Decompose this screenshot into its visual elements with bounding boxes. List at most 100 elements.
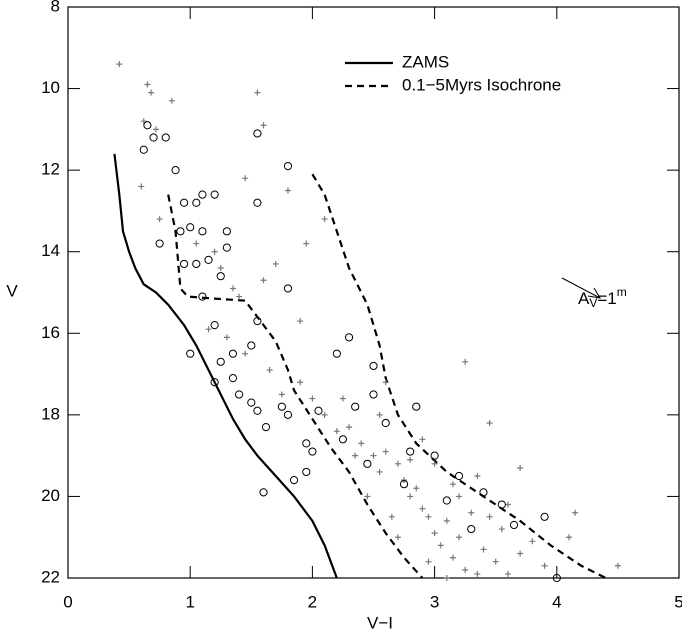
x-tick-label: 0 [63, 592, 72, 611]
member-point [228, 374, 238, 383]
member-point [210, 190, 219, 199]
star-point [303, 240, 310, 247]
member-point [216, 357, 225, 366]
star-point [431, 530, 438, 537]
member-point [222, 227, 231, 236]
member-point [247, 341, 256, 350]
member-point [344, 333, 354, 342]
star-point [140, 118, 147, 125]
star-point [376, 411, 383, 418]
member-point [253, 129, 262, 138]
member-point [234, 390, 244, 399]
star-point [419, 505, 426, 512]
extinction-label: AV=1m [578, 285, 627, 310]
star-point [486, 513, 493, 520]
star-point [205, 326, 212, 333]
member-point [198, 292, 207, 301]
star-point [376, 468, 383, 475]
extinction-arrow [561, 277, 601, 299]
star-point [486, 420, 493, 427]
member-point [161, 133, 170, 142]
member-point [210, 378, 219, 387]
y-tick-label: 22 [41, 567, 60, 586]
member-point [253, 198, 262, 207]
member-point [369, 390, 378, 399]
member-point [261, 422, 271, 432]
member-point [369, 361, 378, 371]
star-point [572, 509, 579, 516]
member-point [253, 406, 262, 415]
member-point [351, 402, 360, 411]
star-point [480, 546, 487, 553]
curve [311, 173, 607, 579]
star-point [492, 558, 499, 565]
star-point [236, 293, 243, 300]
star-point [456, 493, 463, 500]
member-point [149, 133, 158, 142]
star-point [352, 452, 359, 459]
x-axis-label: V−I [367, 613, 393, 632]
y-tick-label: 18 [41, 404, 60, 423]
star-point [284, 187, 291, 194]
star-point [449, 554, 456, 561]
y-tick-label: 10 [41, 78, 60, 97]
star-point [266, 366, 273, 373]
star-point [419, 436, 426, 443]
star-point [321, 216, 328, 223]
star-point [339, 395, 346, 402]
star-point [394, 460, 401, 467]
member-point [171, 166, 180, 175]
member-point [210, 321, 219, 330]
star-point [425, 558, 432, 565]
star-point [394, 534, 401, 541]
star-point [297, 379, 304, 386]
y-tick-label: 14 [41, 241, 60, 260]
member-point [155, 239, 164, 248]
star-point [413, 485, 420, 492]
member-point [289, 476, 299, 485]
member-point [314, 406, 323, 415]
star-point [242, 175, 249, 182]
star-point [504, 501, 511, 508]
star-point [517, 550, 524, 557]
ann-a: A [578, 289, 590, 308]
x-tick-label: 4 [552, 592, 561, 611]
star-point [321, 411, 328, 418]
member-point [442, 496, 451, 505]
member-point [139, 145, 148, 154]
star-point [456, 534, 463, 541]
member-point [412, 402, 421, 411]
member-point [363, 459, 372, 468]
star-point [407, 493, 414, 500]
star-point [168, 97, 175, 104]
member-point [176, 227, 185, 236]
member-point [228, 349, 238, 358]
member-point [179, 198, 189, 207]
plot-frame [67, 6, 680, 579]
ann-sup: m [617, 285, 627, 299]
star-point [116, 61, 123, 68]
member-point [283, 161, 293, 171]
ann-sub: V [589, 296, 597, 310]
member-point [540, 512, 549, 521]
member-point [192, 198, 201, 207]
star-point [217, 265, 224, 272]
member-point [186, 349, 195, 358]
legend-label: ZAMS [402, 52, 449, 71]
member-point [467, 524, 476, 534]
member-point [381, 418, 390, 428]
member-point [198, 227, 207, 236]
star-point [211, 248, 218, 255]
member-point [497, 500, 506, 509]
member-point [198, 190, 207, 199]
star-point [425, 513, 432, 520]
star-point [156, 216, 163, 223]
star-point [358, 440, 365, 447]
member-point [192, 259, 201, 269]
star-point [388, 513, 395, 520]
member-point [277, 402, 286, 411]
star-point [346, 424, 353, 431]
star-point [449, 481, 456, 488]
